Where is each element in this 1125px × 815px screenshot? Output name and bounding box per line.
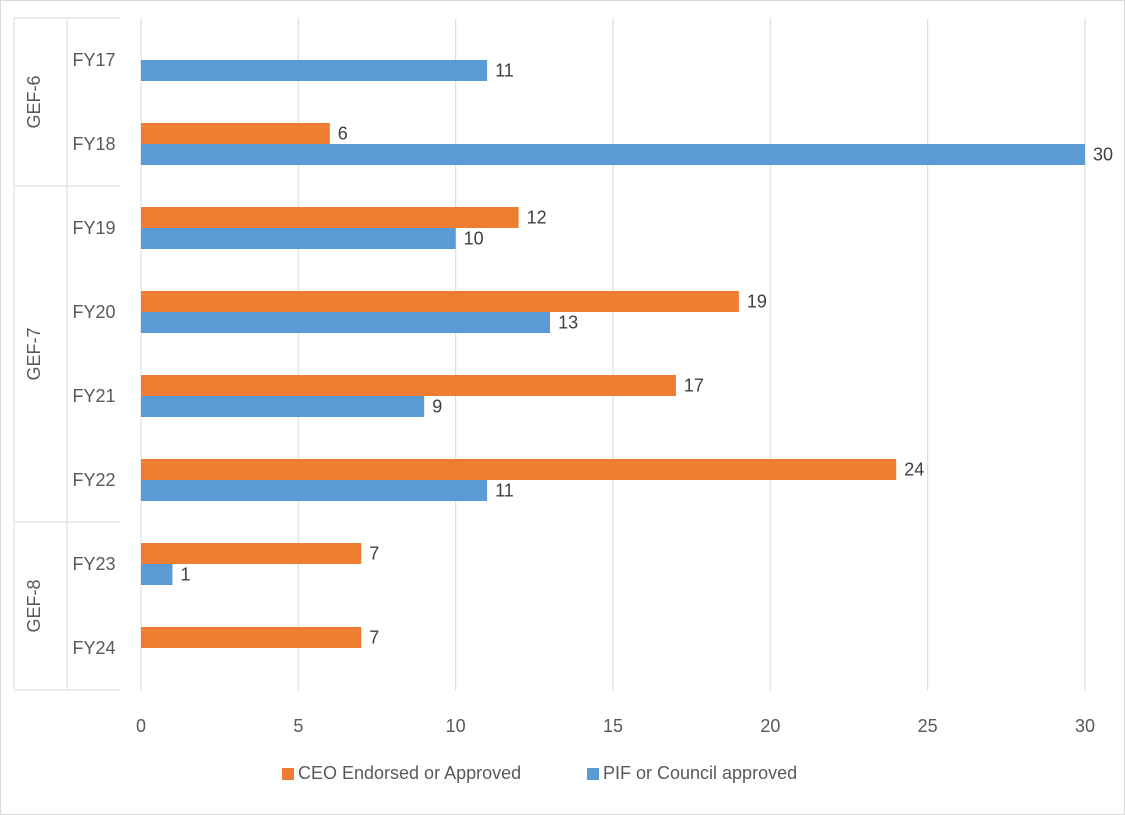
bar-pif-fy20 [141, 312, 551, 333]
x-tick-label: 10 [446, 716, 466, 736]
bar-pif-fy23 [141, 564, 173, 585]
category-label: FY19 [72, 218, 115, 238]
data-label: 7 [369, 544, 379, 564]
category-label: FY24 [72, 638, 115, 658]
data-label: 13 [558, 313, 578, 333]
bar-ceo-fy24 [141, 627, 362, 648]
x-tick-label: 15 [603, 716, 623, 736]
bar-pif-fy22 [141, 480, 488, 501]
category-label: FY20 [72, 302, 115, 322]
bar-ceo-fy23 [141, 543, 362, 564]
group-label-gef-6: GEF-6 [24, 75, 44, 128]
category-label: FY23 [72, 554, 115, 574]
data-label: 11 [495, 481, 514, 501]
data-label: 10 [464, 229, 484, 249]
data-label: 7 [369, 628, 379, 648]
bar-pif-fy18 [141, 144, 1085, 165]
group-label-gef-8: GEF-8 [24, 579, 44, 632]
data-label: 30 [1093, 145, 1113, 165]
data-label: 1 [180, 565, 190, 585]
bar-ceo-fy22 [141, 459, 897, 480]
legend-label: PIF or Council approved [603, 763, 797, 783]
data-label: 24 [904, 460, 924, 480]
data-label: 11 [495, 61, 514, 81]
data-label: 9 [432, 397, 442, 417]
category-label: FY22 [72, 470, 115, 490]
data-label: 17 [684, 376, 704, 396]
bar-ceo-fy18 [141, 123, 330, 144]
group-label-gef-7: GEF-7 [24, 327, 44, 380]
bar-ceo-fy20 [141, 291, 739, 312]
legend-swatch-pif [587, 768, 599, 780]
category-label: FY17 [72, 50, 115, 70]
data-label: 6 [338, 124, 348, 144]
legend-label: CEO Endorsed or Approved [298, 763, 521, 783]
category-label: FY18 [72, 134, 115, 154]
x-tick-label: 25 [918, 716, 938, 736]
data-label: 12 [527, 208, 547, 228]
bar-pif-fy21 [141, 396, 425, 417]
bar-pif-fy17 [141, 60, 488, 81]
x-tick-label: 30 [1075, 716, 1095, 736]
bar-ceo-fy21 [141, 375, 676, 396]
category-label: FY21 [72, 386, 115, 406]
legend-swatch-ceo [282, 768, 294, 780]
bar-pif-fy19 [141, 228, 456, 249]
data-label: 19 [747, 292, 767, 312]
x-tick-label: 5 [293, 716, 303, 736]
x-tick-label: 0 [136, 716, 146, 736]
x-tick-label: 20 [760, 716, 780, 736]
bar-ceo-fy19 [141, 207, 519, 228]
